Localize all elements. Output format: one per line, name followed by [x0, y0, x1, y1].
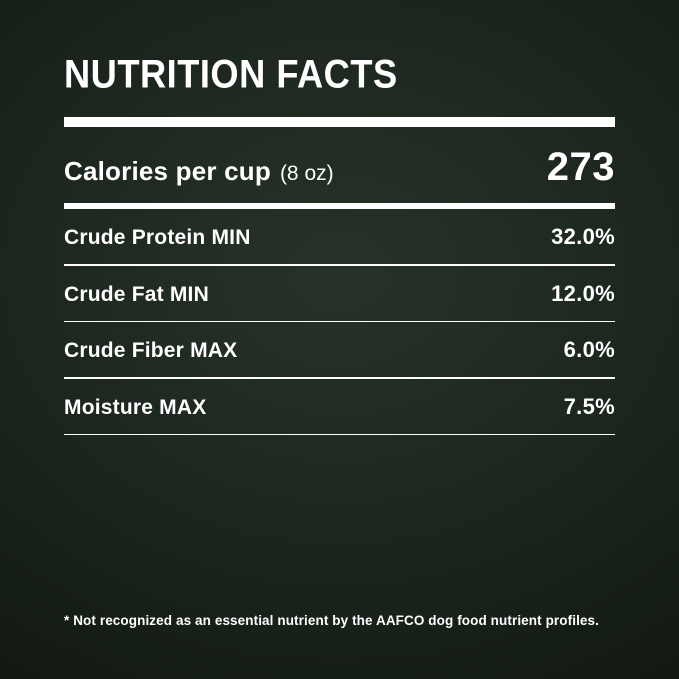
- row-divider: [64, 377, 615, 379]
- divider-thick: [64, 117, 615, 127]
- calories-row: Calories per cup (8 oz) 273: [64, 127, 615, 203]
- calories-unit: (8 oz): [279, 162, 334, 185]
- calories-label: Calories per cup: [64, 156, 271, 186]
- row-divider: [64, 320, 615, 322]
- calories-label-group: Calories per cup (8 oz): [64, 156, 334, 187]
- nutrient-label: Moisture MAX: [64, 395, 207, 419]
- nutrient-label: Crude Fiber MAX: [64, 339, 238, 362]
- nutrient-value: 7.5%: [563, 393, 615, 419]
- row-divider: [64, 433, 615, 435]
- nutrient-value: 6.0%: [563, 337, 615, 362]
- footnote: * Not recognized as an essential nutrien…: [64, 613, 599, 628]
- nutrient-row-moisture: Moisture MAX 7.5%: [64, 379, 615, 434]
- nutrient-label: Crude Protein MIN: [64, 226, 251, 249]
- calories-value: 273: [546, 145, 615, 189]
- nutrient-row-fat: Crude Fat MIN 12.0%: [64, 266, 615, 321]
- nutrient-label: Crude Fat MIN: [64, 282, 209, 306]
- divider-medium: [64, 203, 615, 209]
- nutrient-row-fiber: Crude Fiber MAX 6.0%: [64, 322, 615, 377]
- nutrient-value: 32.0%: [551, 224, 615, 249]
- row-divider: [64, 264, 615, 266]
- nutrient-value: 12.0%: [551, 280, 615, 306]
- page-title: NUTRITION FACTS: [64, 51, 398, 97]
- nutrient-row-protein: Crude Protein MIN 32.0%: [64, 209, 615, 264]
